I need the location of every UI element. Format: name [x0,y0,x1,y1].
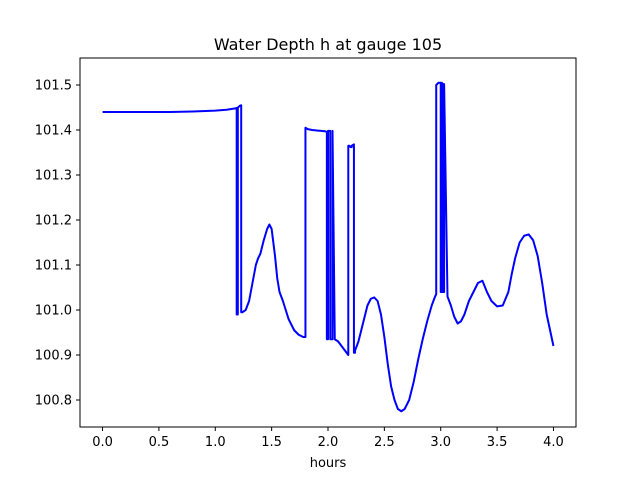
x-tick-label: 2.0 [318,435,339,450]
y-tick-label: 101.4 [35,124,72,139]
y-tick-label: 100.9 [35,349,72,364]
x-axis-ticks: 0.0 0.5 1.0 1.5 2.0 2.5 3.0 3.5 4.0 [92,427,564,450]
y-tick-label: 101.0 [35,304,72,319]
y-tick-label: 100.8 [35,394,72,409]
chart-title: Water Depth h at gauge 105 [214,35,442,54]
series-group [102,81,555,413]
x-tick-label: 0.0 [92,435,113,450]
y-tick-label: 101.1 [35,259,72,274]
x-tick-label: 0.5 [149,435,170,450]
x-tick-label: 4.0 [543,435,564,450]
plot-frame [79,57,577,428]
x-tick-label: 1.5 [261,435,282,450]
x-tick-label: 3.5 [487,435,508,450]
series-line-0 [102,81,555,413]
x-axis-label: hours [310,456,347,471]
x-tick-label: 3.0 [430,435,451,450]
x-tick-label: 2.5 [374,435,395,450]
y-tick-label: 101.5 [35,79,72,94]
x-tick-label: 1.0 [205,435,226,450]
y-tick-label: 101.2 [35,214,72,229]
y-tick-label: 101.3 [35,169,72,184]
y-axis-ticks: 100.8 100.9 101.0 101.1 101.2 101.3 101.4 101.5 [35,79,80,409]
